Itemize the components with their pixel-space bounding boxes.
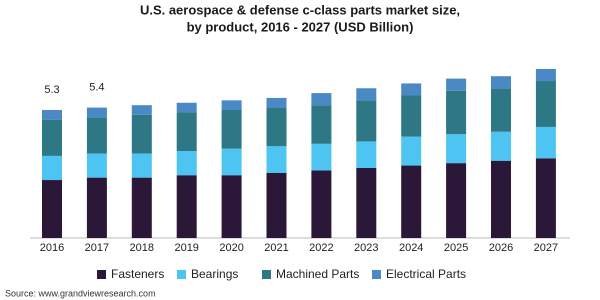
total-label: 5.3 [44, 84, 59, 96]
bar-segment [401, 95, 422, 137]
x-tick-label: 2025 [444, 242, 468, 254]
bar-segment [446, 134, 467, 164]
legend-swatch [97, 270, 106, 279]
x-tick-label: 2017 [85, 242, 109, 254]
bar-segment [266, 146, 287, 173]
source: Source: www.grandviewresearch.com [5, 288, 156, 298]
legend-label: Machined Parts [276, 267, 359, 281]
legend-label: Fasteners [111, 267, 164, 281]
bar-segment [491, 76, 511, 89]
bar-segment [86, 117, 107, 154]
bar-segment [266, 107, 287, 147]
bar-segment [401, 83, 422, 96]
bar-segment [446, 90, 467, 135]
bar-segment [131, 114, 152, 154]
x-tick-label: 2016 [40, 242, 64, 254]
bar-segment [356, 167, 377, 238]
bar-segment [131, 153, 152, 178]
bar-segment [401, 165, 422, 238]
bar-segment [176, 175, 197, 238]
bar-segment [221, 100, 242, 111]
legend-swatch [372, 270, 381, 279]
x-tick-label: 2019 [174, 242, 198, 254]
bar-segment [266, 97, 287, 108]
x-tick-label: 2027 [534, 242, 558, 254]
x-tick-label: 2024 [399, 242, 423, 254]
bar-segment [176, 151, 197, 176]
x-tick-label: 2020 [219, 242, 243, 254]
chart-subtitle: by product, 2016 - 2027 (USD Billion) [187, 19, 414, 34]
x-tick-label: 2026 [489, 242, 513, 254]
bar-segment [491, 160, 511, 238]
bar-segment [311, 170, 332, 238]
bar-segment [491, 131, 511, 161]
bar-segment [131, 105, 152, 115]
bar-segment [311, 93, 332, 106]
bar-segment [401, 136, 422, 166]
legend-label: Electrical Parts [386, 267, 466, 281]
bar-segment [42, 155, 62, 181]
bar-segment [42, 180, 62, 238]
bar-segment [311, 143, 332, 171]
bar-segment [311, 105, 332, 144]
bar-segment [356, 100, 377, 142]
bar-segment [86, 107, 107, 118]
x-tick-label: 2018 [130, 242, 154, 254]
bar-segment [356, 88, 377, 101]
x-tick-label: 2022 [309, 242, 333, 254]
bar-segment [535, 126, 556, 159]
x-tick-label: 2021 [264, 242, 288, 254]
bar-segment [356, 141, 377, 168]
bar-segment [491, 88, 511, 132]
legend-swatch [177, 270, 186, 279]
bar-segment [535, 158, 556, 238]
bar-segment [535, 68, 556, 82]
bar-segment [86, 177, 107, 238]
x-tick-label: 2023 [354, 242, 378, 254]
bar-segment [535, 81, 556, 127]
chart-title: U.S. aerospace & defense c-class parts m… [140, 2, 460, 17]
bar-segment [221, 148, 242, 176]
bar-segment [221, 175, 242, 238]
bar-segment [86, 153, 107, 178]
bar-segment [42, 110, 62, 120]
total-label: 5.4 [89, 81, 104, 93]
bar-segment [221, 110, 242, 149]
bar-segment [42, 119, 62, 156]
bar-segment [266, 172, 287, 238]
bar-segment [176, 102, 197, 113]
bar-segment [176, 112, 197, 152]
bar-segment [446, 163, 467, 238]
legend-swatch [262, 270, 271, 279]
bar-segment [446, 78, 467, 91]
legend-label: Bearings [191, 267, 238, 281]
bar-segment [131, 177, 152, 238]
